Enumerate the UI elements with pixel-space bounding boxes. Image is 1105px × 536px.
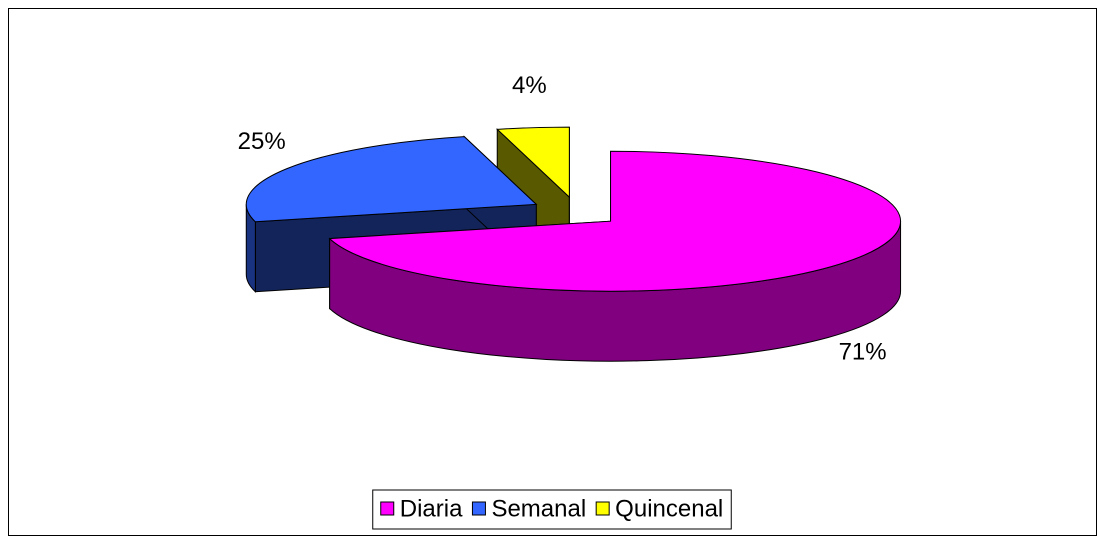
data-label: 71%: [839, 339, 887, 366]
legend-label: Semanal: [491, 495, 586, 522]
legend-swatch: [471, 501, 486, 516]
slice-top: [328, 150, 902, 292]
slice: [328, 150, 902, 362]
slice-top: [496, 126, 570, 199]
data-label: 25%: [238, 128, 286, 155]
legend-label: Quincenal: [615, 495, 723, 522]
data-label: 4%: [512, 72, 547, 99]
legend-swatch: [595, 501, 610, 516]
legend: [372, 489, 732, 530]
legend-label: Diaria: [400, 495, 463, 522]
legend-swatch: [380, 501, 395, 516]
slice-top: [245, 136, 538, 223]
